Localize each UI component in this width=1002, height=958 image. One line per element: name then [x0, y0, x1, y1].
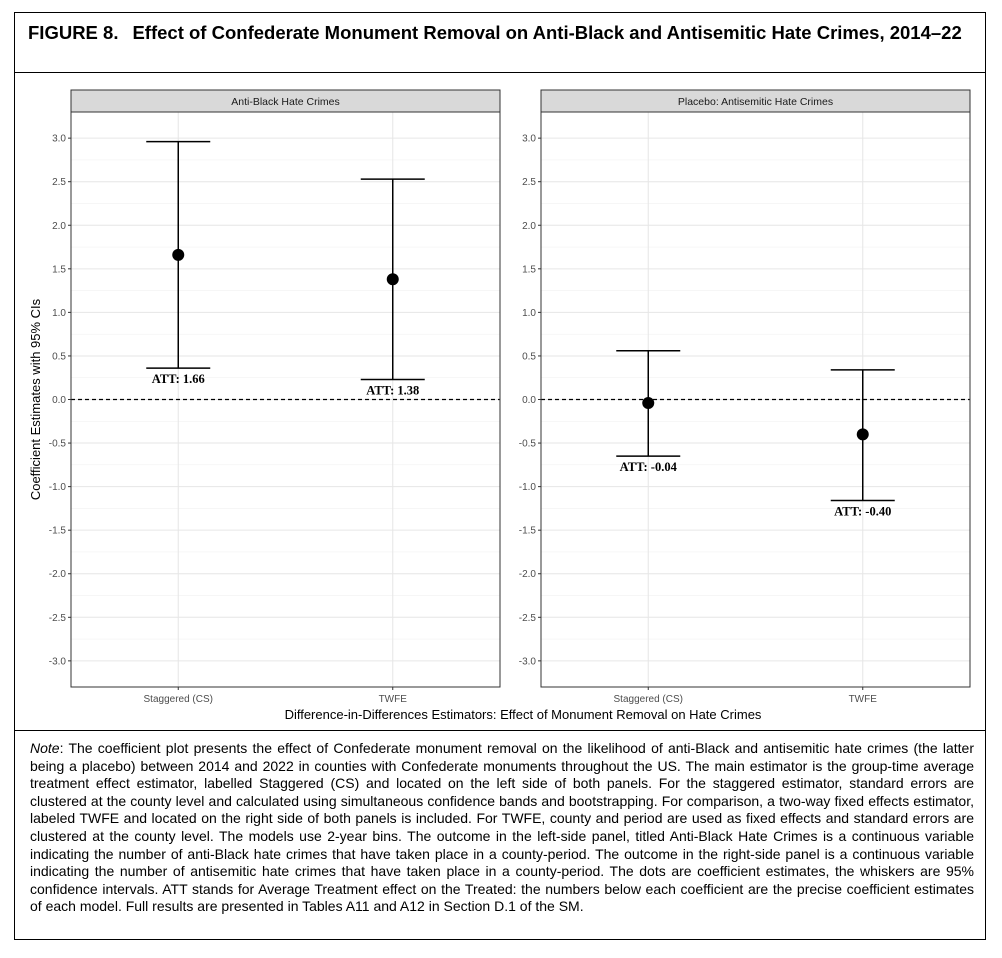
- panel-2-border: [540, 111, 971, 688]
- panel-2-x-tick-label: TWFE: [849, 694, 878, 705]
- panel-1-staggered-cs-estimate-point: [172, 248, 185, 261]
- panel-1-twfe-estimate-point: [386, 273, 399, 286]
- panel-2-y-tick-label: 3.0: [522, 134, 536, 145]
- figure-note: Note: The coefficient plot presents the …: [30, 740, 974, 916]
- panel-1-y-tick-label: -2.5: [49, 613, 67, 624]
- panel-2-y-tick-label: 2.5: [522, 177, 536, 188]
- y-axis-title: Coefficient Estimates with 95% CIs: [28, 298, 43, 500]
- figure-frame: [14, 12, 986, 940]
- panel-2-y-tick-label: -2.5: [519, 613, 537, 624]
- panel-1-y-tick-label: -1.0: [49, 482, 67, 493]
- panel-2-y-tick-label: 2.0: [522, 221, 536, 232]
- panel-1-y-tick-label: -1.5: [49, 526, 67, 537]
- panel-1-y-tick-label: 3.0: [52, 134, 66, 145]
- panel-2-twfe-att-label: ATT: -0.40: [834, 505, 891, 519]
- panel-1-staggered-cs-att-label: ATT: 1.66: [152, 372, 205, 386]
- panel-2-x-tick-label: Staggered (CS): [614, 694, 683, 705]
- panel-1-y-tick-label: 0.5: [52, 351, 66, 362]
- panel-2-twfe-estimate-point: [856, 428, 869, 441]
- figure-title: FIGURE 8. Effect of Confederate Monument …: [28, 22, 968, 43]
- figure-label: FIGURE 8.: [28, 22, 119, 43]
- panel-2-y-tick-label: -0.5: [519, 439, 537, 450]
- panel-1-x-tick-label: TWFE: [379, 694, 408, 705]
- panel-1-strip-title: Anti-Black Hate Crimes: [231, 96, 340, 108]
- x-axis-title: Difference-in-Differences Estimators: Ef…: [285, 707, 762, 722]
- coefficient-plot: Anti-Black Hate Crimes 3.0 2.5 2.0 1.5 1.0 0.5…: [28, 89, 971, 722]
- panel-1-y-tick-label: 1.0: [52, 308, 66, 319]
- panel-2-y-tick-label: 0.0: [522, 395, 536, 406]
- figure-title-text: Effect of Confederate Monument Removal o…: [132, 22, 962, 43]
- panel-2-staggered-cs-estimate-point: [642, 396, 655, 409]
- title-divider: [14, 72, 986, 73]
- panel-2-y-tick-label: 1.5: [522, 264, 536, 275]
- note-label: Note: [30, 740, 60, 756]
- panel-1-y-tick-label: 1.5: [52, 264, 66, 275]
- note-text: : The coefficient plot presents the effe…: [30, 740, 974, 915]
- panel-1-y-tick-label: -0.5: [49, 439, 67, 450]
- panel-1-twfe-att-label: ATT: 1.38: [366, 383, 419, 397]
- panel-2-y-tick-label: -3.0: [519, 656, 537, 667]
- panel-2-y-tick-label: 1.0: [522, 308, 536, 319]
- panel-1-border: [70, 111, 501, 688]
- panel-2-y-tick-label: -1.5: [519, 526, 537, 537]
- panel-2-y-tick-label: -1.0: [519, 482, 537, 493]
- panel-2-y-tick-label: 0.5: [522, 351, 536, 362]
- panel-1-y-tick-label: 2.5: [52, 177, 66, 188]
- note-divider: [14, 730, 986, 731]
- panel-1-y-tick-label: -2.0: [49, 569, 67, 580]
- panel-1-y-tick-label: 2.0: [52, 221, 66, 232]
- panel-1-y-tick-label: 0.0: [52, 395, 66, 406]
- panel-2-staggered-cs-att-label: ATT: -0.04: [620, 460, 678, 474]
- panel-1-x-tick-label: Staggered (CS): [144, 694, 213, 705]
- panel-1-y-tick-label: -3.0: [49, 656, 67, 667]
- panel-2-y-tick-label: -2.0: [519, 569, 537, 580]
- panel-2-strip-title: Placebo: Antisemitic Hate Crimes: [678, 96, 833, 108]
